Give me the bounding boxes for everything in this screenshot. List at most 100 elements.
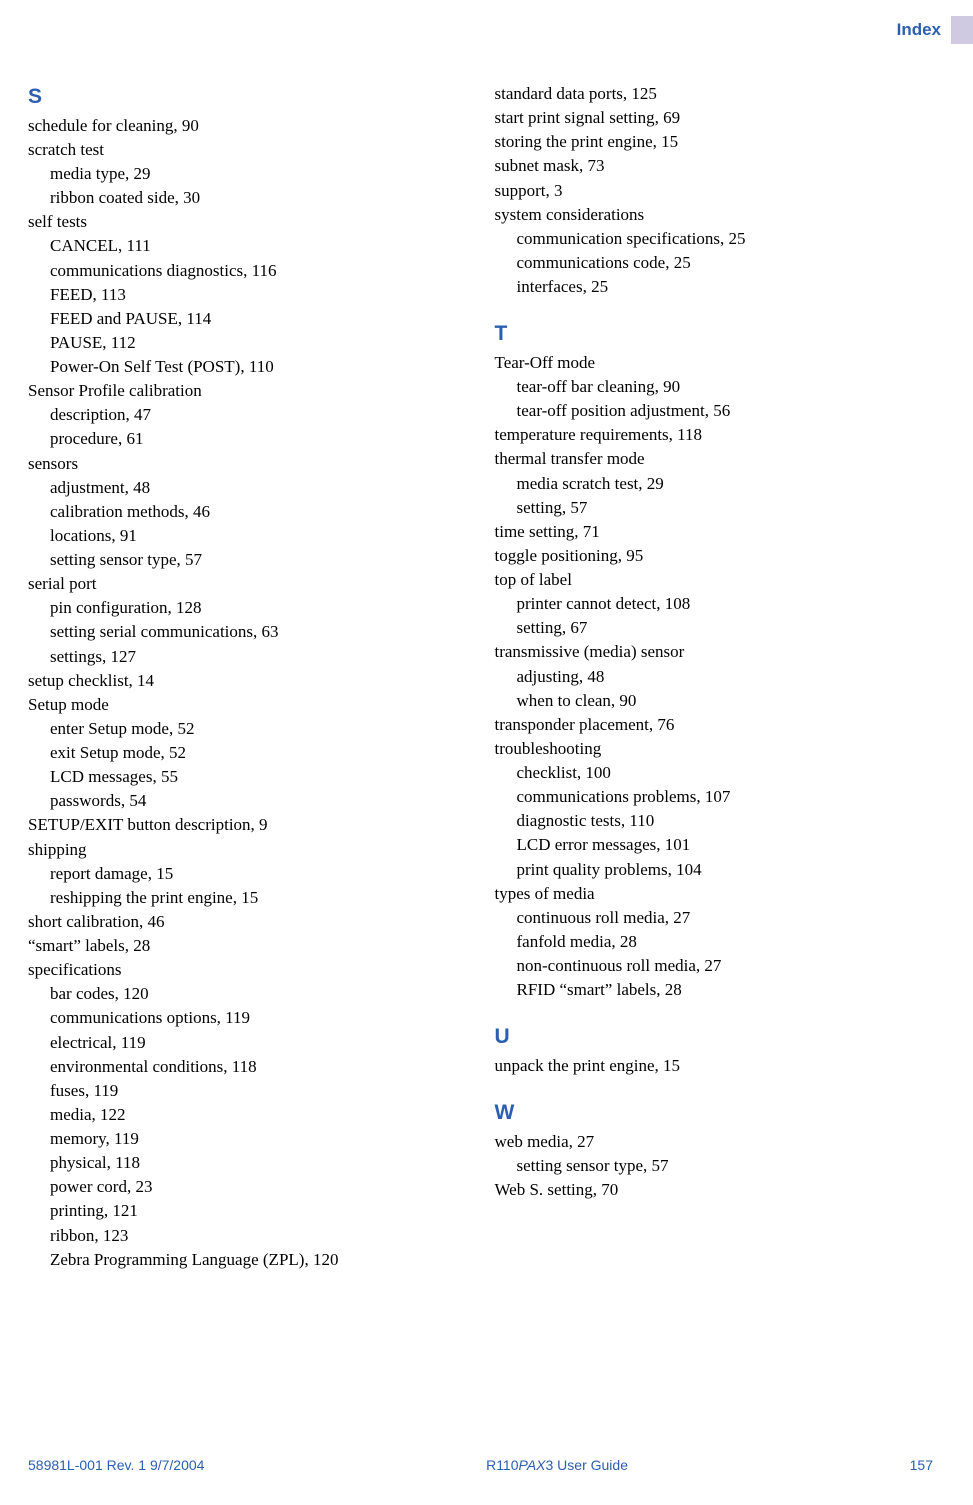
index-subentry: procedure, 61 bbox=[28, 427, 467, 451]
footer-center: R110PAX3 User Guide bbox=[204, 1457, 909, 1473]
footer-center-prefix: R110 bbox=[486, 1457, 518, 1473]
index-columns: Sschedule for cleaning, 90scratch testme… bbox=[28, 82, 933, 1272]
footer-left: 58981L-001 Rev. 1 9/7/2004 bbox=[28, 1457, 204, 1473]
index-subentry: fuses, 119 bbox=[28, 1079, 467, 1103]
index-entry: toggle positioning, 95 bbox=[495, 544, 934, 568]
index-entry: setup checklist, 14 bbox=[28, 669, 467, 693]
index-entry: start print signal setting, 69 bbox=[495, 106, 934, 130]
index-entry: top of label bbox=[495, 568, 934, 592]
index-subentry: LCD error messages, 101 bbox=[495, 833, 934, 857]
index-subentry: electrical, 119 bbox=[28, 1031, 467, 1055]
index-entry: scratch test bbox=[28, 138, 467, 162]
index-entry: shipping bbox=[28, 838, 467, 862]
index-subentry: locations, 91 bbox=[28, 524, 467, 548]
index-entry: support, 3 bbox=[495, 179, 934, 203]
index-subentry: RFID “smart” labels, 28 bbox=[495, 978, 934, 1002]
index-entry: short calibration, 46 bbox=[28, 910, 467, 934]
index-subentry: media scratch test, 29 bbox=[495, 472, 934, 496]
index-entry: storing the print engine, 15 bbox=[495, 130, 934, 154]
index-column-right: standard data ports, 125start print sign… bbox=[495, 82, 934, 1272]
index-column-left: Sschedule for cleaning, 90scratch testme… bbox=[28, 82, 467, 1272]
index-subentry: physical, 118 bbox=[28, 1151, 467, 1175]
index-section-letter: S bbox=[28, 82, 467, 112]
index-subentry: pin configuration, 128 bbox=[28, 596, 467, 620]
index-section-letter: T bbox=[495, 319, 934, 349]
index-subentry: ribbon, 123 bbox=[28, 1224, 467, 1248]
footer-center-italic: PAX bbox=[519, 1457, 546, 1473]
header-tab: Index bbox=[897, 16, 973, 44]
index-entry: self tests bbox=[28, 210, 467, 234]
index-subentry: FEED, 113 bbox=[28, 283, 467, 307]
index-subentry: media, 122 bbox=[28, 1103, 467, 1127]
index-subentry: bar codes, 120 bbox=[28, 982, 467, 1006]
index-entry: types of media bbox=[495, 882, 934, 906]
index-entry: Setup mode bbox=[28, 693, 467, 717]
index-entry: specifications bbox=[28, 958, 467, 982]
index-entry: Web S. setting, 70 bbox=[495, 1178, 934, 1202]
index-subentry: interfaces, 25 bbox=[495, 275, 934, 299]
footer-page-number: 157 bbox=[910, 1457, 933, 1473]
index-subentry: reshipping the print engine, 15 bbox=[28, 886, 467, 910]
index-subentry: communications code, 25 bbox=[495, 251, 934, 275]
index-subentry: PAUSE, 112 bbox=[28, 331, 467, 355]
index-entry: system considerations bbox=[495, 203, 934, 227]
index-subentry: power cord, 23 bbox=[28, 1175, 467, 1199]
index-subentry: Power-On Self Test (POST), 110 bbox=[28, 355, 467, 379]
index-entry: “smart” labels, 28 bbox=[28, 934, 467, 958]
index-subentry: print quality problems, 104 bbox=[495, 858, 934, 882]
header-index-label: Index bbox=[897, 16, 951, 44]
index-subentry: communication specifications, 25 bbox=[495, 227, 934, 251]
index-subentry: exit Setup mode, 52 bbox=[28, 741, 467, 765]
index-subentry: CANCEL, 111 bbox=[28, 234, 467, 258]
index-entry: schedule for cleaning, 90 bbox=[28, 114, 467, 138]
index-subentry: enter Setup mode, 52 bbox=[28, 717, 467, 741]
index-entry: unpack the print engine, 15 bbox=[495, 1054, 934, 1078]
index-entry: web media, 27 bbox=[495, 1130, 934, 1154]
index-subentry: when to clean, 90 bbox=[495, 689, 934, 713]
index-subentry: checklist, 100 bbox=[495, 761, 934, 785]
index-subentry: media type, 29 bbox=[28, 162, 467, 186]
index-section-letter: W bbox=[495, 1098, 934, 1128]
index-entry: Sensor Profile calibration bbox=[28, 379, 467, 403]
index-entry: subnet mask, 73 bbox=[495, 154, 934, 178]
index-subentry: communications problems, 107 bbox=[495, 785, 934, 809]
index-subentry: setting, 57 bbox=[495, 496, 934, 520]
index-subentry: adjusting, 48 bbox=[495, 665, 934, 689]
index-subentry: printer cannot detect, 108 bbox=[495, 592, 934, 616]
index-entry: Tear-Off mode bbox=[495, 351, 934, 375]
index-subentry: adjustment, 48 bbox=[28, 476, 467, 500]
index-subentry: diagnostic tests, 110 bbox=[495, 809, 934, 833]
index-entry: transmissive (media) sensor bbox=[495, 640, 934, 664]
index-section-letter: U bbox=[495, 1022, 934, 1052]
index-subentry: fanfold media, 28 bbox=[495, 930, 934, 954]
index-subentry: setting sensor type, 57 bbox=[28, 548, 467, 572]
index-subentry: setting serial communications, 63 bbox=[28, 620, 467, 644]
index-subentry: LCD messages, 55 bbox=[28, 765, 467, 789]
index-entry: transponder placement, 76 bbox=[495, 713, 934, 737]
index-subentry: setting sensor type, 57 bbox=[495, 1154, 934, 1178]
index-entry: SETUP/EXIT button description, 9 bbox=[28, 813, 467, 837]
index-entry: serial port bbox=[28, 572, 467, 596]
page-footer: 58981L-001 Rev. 1 9/7/2004 R110PAX3 User… bbox=[28, 1457, 933, 1473]
footer-center-suffix: 3 User Guide bbox=[546, 1457, 628, 1473]
index-subentry: tear-off position adjustment, 56 bbox=[495, 399, 934, 423]
index-entry: standard data ports, 125 bbox=[495, 82, 934, 106]
index-subentry: description, 47 bbox=[28, 403, 467, 427]
index-subentry: communications options, 119 bbox=[28, 1006, 467, 1030]
index-subentry: calibration methods, 46 bbox=[28, 500, 467, 524]
index-subentry: settings, 127 bbox=[28, 645, 467, 669]
index-subentry: memory, 119 bbox=[28, 1127, 467, 1151]
index-subentry: communications diagnostics, 116 bbox=[28, 259, 467, 283]
index-entry: temperature requirements, 118 bbox=[495, 423, 934, 447]
index-subentry: printing, 121 bbox=[28, 1199, 467, 1223]
index-entry: troubleshooting bbox=[495, 737, 934, 761]
index-entry: thermal transfer mode bbox=[495, 447, 934, 471]
index-subentry: Zebra Programming Language (ZPL), 120 bbox=[28, 1248, 467, 1272]
index-subentry: report damage, 15 bbox=[28, 862, 467, 886]
index-subentry: FEED and PAUSE, 114 bbox=[28, 307, 467, 331]
header-tab-bar bbox=[951, 16, 973, 44]
index-subentry: tear-off bar cleaning, 90 bbox=[495, 375, 934, 399]
index-subentry: non-continuous roll media, 27 bbox=[495, 954, 934, 978]
index-subentry: continuous roll media, 27 bbox=[495, 906, 934, 930]
index-subentry: environmental conditions, 118 bbox=[28, 1055, 467, 1079]
